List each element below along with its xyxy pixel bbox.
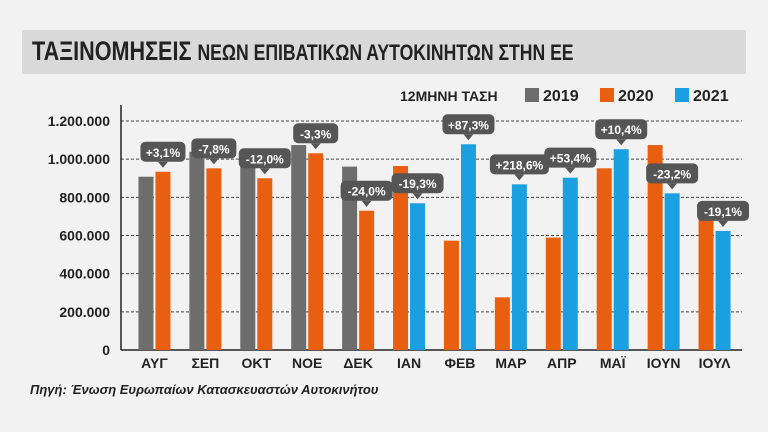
title-bar: ΤΑΞΙΝΟΜΗΣΕΙΣ ΝΕΩΝ ΕΠΙΒΑΤΙΚΩΝ ΑΥΤΟΚΙΝΗΤΩΝ…	[22, 30, 746, 74]
change-label: +53,4%	[550, 152, 591, 166]
change-label: +10,4%	[601, 123, 642, 137]
y-tick-label: 400.000	[59, 266, 110, 282]
callout-pointer	[718, 220, 729, 227]
callout-pointer	[514, 174, 525, 181]
legend-swatch-2019	[525, 88, 539, 102]
bar-2020-ΝΟΕ	[308, 153, 324, 350]
change-callout	[489, 154, 549, 175]
bar-2020-ΜΑΡ	[494, 297, 510, 350]
change-label: -19,1%	[704, 205, 742, 219]
change-callout	[191, 138, 237, 159]
change-label: +3,1%	[146, 146, 181, 160]
callout-pointer	[157, 161, 168, 168]
bar-2020-ΦΕΒ	[443, 240, 459, 350]
change-label: -12,0%	[246, 152, 284, 166]
change-callout	[238, 148, 291, 169]
x-tick-label: ΔΕΚ	[343, 355, 373, 371]
title-bold: ΤΑΞΙΝΟΜΗΣΕΙΣ	[32, 36, 192, 66]
change-callout	[391, 173, 444, 194]
legend-swatch-2021	[675, 88, 689, 102]
bar-2020-ΙΑΝ	[393, 166, 409, 350]
bar-2019-ΣΕΠ	[189, 151, 205, 350]
change-callout	[442, 114, 495, 135]
change-callout	[140, 141, 186, 162]
x-tick-label: ΙΟΥΛ	[699, 355, 731, 371]
legend-label-2019: 2019	[543, 88, 579, 105]
callout-pointer	[565, 167, 576, 174]
x-tick-label: ΟΚΤ	[242, 355, 272, 371]
x-tick-label: ΦΕΒ	[444, 355, 475, 371]
bar-2020-ΜΑΪ	[596, 168, 612, 350]
bar-2020-ΙΟΥΝ	[647, 145, 663, 350]
change-callout	[646, 163, 699, 184]
callout-pointer	[208, 158, 219, 165]
change-label: -7,8%	[198, 142, 230, 156]
callout-pointer	[463, 134, 474, 141]
bar-2020-ΑΠΡ	[545, 237, 561, 350]
callout-pointer	[361, 200, 372, 207]
bar-2020-ΟΚΤ	[257, 178, 273, 350]
bar-2019-ΔΕΚ	[342, 166, 358, 350]
x-tick-label: ΑΠΡ	[547, 355, 577, 371]
change-callout	[340, 180, 393, 201]
bar-2020-ΑΥΓ	[155, 171, 171, 350]
bar-2021-ΙΑΝ	[410, 203, 426, 350]
y-tick-label: 600.000	[59, 228, 110, 244]
source-note: Πηγή: Ένωση Ευρωπαίων Κατασκευαστών Αυτο…	[30, 382, 379, 397]
change-callout	[293, 123, 339, 144]
change-callout	[544, 147, 597, 168]
change-label: -24,0%	[348, 185, 386, 199]
bar-2021-ΦΕΒ	[460, 144, 476, 350]
callout-pointer	[616, 139, 627, 146]
change-label: +218,6%	[496, 158, 544, 172]
x-tick-label: ΜΑΡ	[495, 355, 526, 371]
legend-swatch-2020	[600, 88, 614, 102]
x-tick-label: ΙΑΝ	[397, 355, 421, 371]
bar-2019-ΝΟΕ	[291, 145, 307, 350]
change-label: -3,3%	[300, 127, 332, 141]
change-label: -23,2%	[653, 167, 691, 181]
y-tick-label: 200.000	[59, 304, 110, 320]
legend-label-2020: 2020	[618, 88, 654, 105]
change-label: +87,3%	[448, 118, 489, 132]
chart-title: ΤΑΞΙΝΟΜΗΣΕΙΣ ΝΕΩΝ ΕΠΙΒΑΤΙΚΩΝ ΑΥΤΟΚΙΝΗΤΩΝ…	[32, 36, 574, 67]
x-tick-label: ΝΟΕ	[292, 355, 322, 371]
x-tick-label: ΣΕΠ	[191, 355, 219, 371]
callout-pointer	[259, 168, 270, 175]
bar-2020-ΙΟΥΛ	[698, 203, 714, 350]
bar-2019-ΑΥΓ	[138, 176, 154, 350]
bar-2021-ΙΟΥΛ	[715, 230, 731, 350]
callout-pointer	[667, 183, 678, 190]
change-callout	[595, 119, 648, 140]
y-tick-label: 1.000.000	[48, 151, 110, 167]
x-tick-label: ΜΑΪ	[600, 355, 627, 371]
bar-2020-ΣΕΠ	[206, 168, 222, 350]
change-label: -19,3%	[399, 177, 437, 191]
bar-2020-ΔΕΚ	[359, 210, 375, 350]
callout-pointer	[412, 193, 423, 200]
change-callout	[697, 200, 750, 221]
y-tick-label: 1.200.000	[48, 113, 110, 129]
title-rest: ΝΕΩΝ ΕΠΙΒΑΤΙΚΩΝ ΑΥΤΟΚΙΝΗΤΩΝ ΣΤΗΝ ΕΕ	[197, 40, 574, 65]
x-tick-label: ΙΟΥΝ	[647, 355, 681, 371]
y-tick-label: 800.000	[59, 189, 110, 205]
x-tick-label: ΑΥΓ	[141, 355, 168, 371]
annotation-header: 12ΜΗΝΗ ΤΑΣΗ	[400, 88, 498, 104]
y-tick-label: 0	[102, 342, 110, 358]
legend-label-2021: 2021	[693, 88, 729, 105]
bar-2021-ΙΟΥΝ	[664, 193, 680, 350]
bar-2021-ΜΑΡ	[511, 184, 527, 350]
callout-pointer	[310, 143, 321, 150]
bar-2021-ΜΑΪ	[613, 149, 629, 350]
bar-2021-ΑΠΡ	[562, 177, 578, 350]
bar-2019-ΟΚΤ	[240, 154, 256, 350]
